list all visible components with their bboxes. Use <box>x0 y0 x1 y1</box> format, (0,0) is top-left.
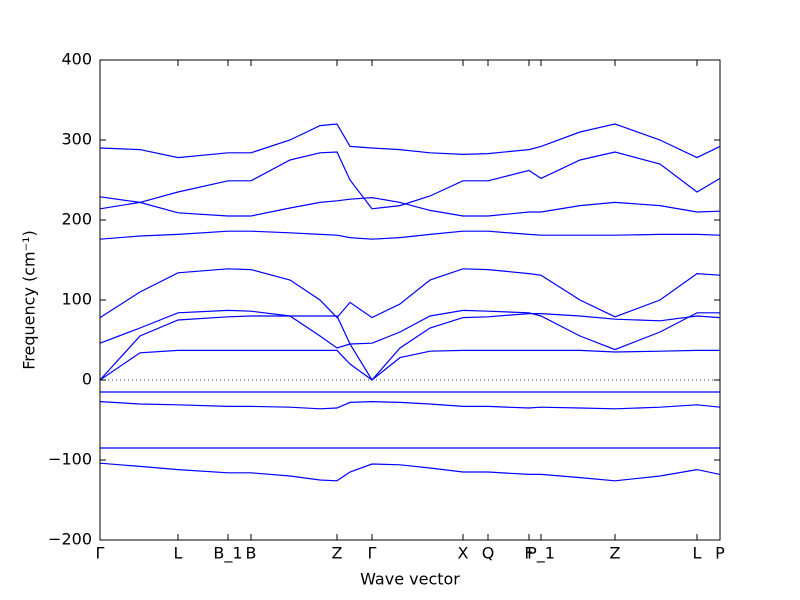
x-tick-label: F <box>524 544 533 563</box>
y-tick-label: −100 <box>48 450 92 469</box>
y-tick-label: 200 <box>61 210 92 229</box>
y-tick-label: 100 <box>61 290 92 309</box>
x-axis-label: Wave vector <box>360 570 460 589</box>
x-tick-label: Z <box>610 544 621 563</box>
band-line <box>99 349 720 381</box>
y-tick-label: 300 <box>61 130 92 149</box>
band-line <box>99 230 721 240</box>
x-tick-label: L <box>174 544 183 563</box>
x-tick-label: Γ <box>96 544 105 563</box>
x-tick-label: B <box>246 544 257 563</box>
band-line <box>99 309 720 351</box>
x-tick-label: Q <box>482 544 495 563</box>
y-tick-label: −200 <box>48 530 92 549</box>
band-line <box>99 268 721 319</box>
plot-area <box>100 60 720 540</box>
band-line <box>99 196 721 217</box>
band-line <box>99 313 721 382</box>
y-tick-label: 0 <box>82 370 92 389</box>
x-tick-label: P_1 <box>527 544 555 564</box>
x-tick-label: X <box>458 544 469 563</box>
band-line <box>99 400 721 410</box>
x-tick-label: L <box>693 544 702 563</box>
band-line <box>99 123 721 159</box>
x-tick-label: P <box>715 544 725 563</box>
x-tick-label: B_1 <box>213 544 242 564</box>
y-axis-label: Frequency (cm⁻¹) <box>20 230 39 369</box>
x-tick-label: Z <box>332 544 343 563</box>
band-line <box>99 151 721 210</box>
x-tick-label: Γ <box>368 544 377 563</box>
band-line <box>99 462 721 482</box>
y-tick-label: 400 <box>61 50 92 69</box>
